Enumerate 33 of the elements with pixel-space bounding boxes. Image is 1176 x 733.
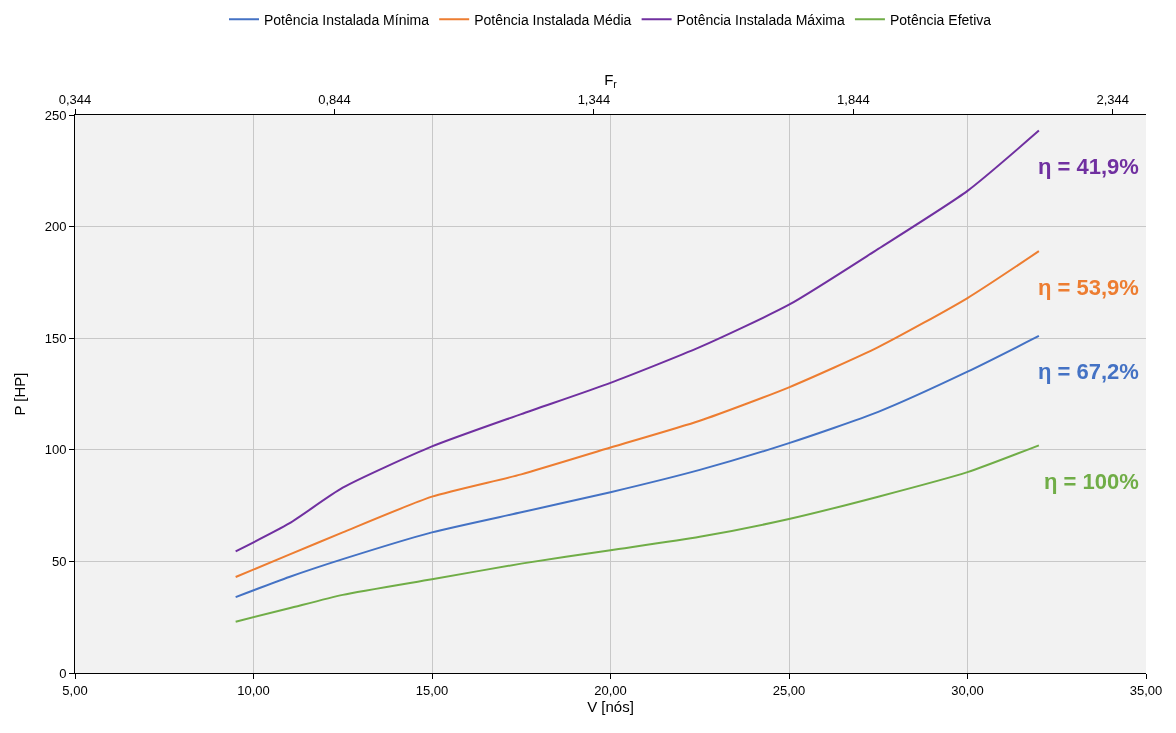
line-series [234, 250, 1040, 579]
legend-label: Potência Efetiva [889, 11, 992, 28]
legend-label: Potência Instalada Máxima [676, 11, 845, 28]
y-tick-label: 100 [44, 442, 67, 458]
y-tick-label: 50 [51, 553, 67, 569]
x-tick-label: 30,00 [951, 682, 984, 698]
legend-label: Potência Instalada Média [474, 11, 632, 28]
annotation: η = 100% [1044, 469, 1139, 494]
x-tick-label: 20,00 [594, 682, 627, 698]
y-tick-label: 0 [59, 665, 67, 681]
annotation: η = 41,9% [1038, 154, 1139, 179]
x2-tick-label: 0,844 [318, 91, 351, 107]
x2-axis-title: F$_{r}$ [604, 71, 618, 91]
x-tick-label: 15,00 [415, 682, 449, 698]
y-axis-title: P [HP] [10, 372, 28, 416]
x-tick-label: 35,00 [1129, 682, 1163, 698]
legend-label: Potência Instalada Mínima [264, 11, 430, 28]
x-axis-title: V [nós] [587, 697, 634, 715]
line-series [234, 129, 1040, 553]
x-tick-label: 25,00 [772, 682, 806, 698]
x-tick-label: 10,00 [237, 682, 270, 698]
y-tick-label: 200 [44, 219, 67, 235]
annotation: η = 53,9% [1038, 275, 1139, 300]
y-tick-label: 250 [44, 107, 67, 123]
y-tick-label: 150 [44, 330, 67, 346]
line-series [234, 334, 1040, 599]
x2-tick-label: 1,344 [577, 91, 611, 107]
x-tick-label: 5,00 [62, 682, 88, 698]
x2-tick-label: 1,844 [837, 91, 870, 107]
x2-tick-label: 2,344 [1096, 91, 1130, 107]
line-series [234, 444, 1040, 623]
x2-tick-label: 0,344 [58, 91, 92, 107]
annotation: η = 67,2% [1038, 359, 1139, 384]
